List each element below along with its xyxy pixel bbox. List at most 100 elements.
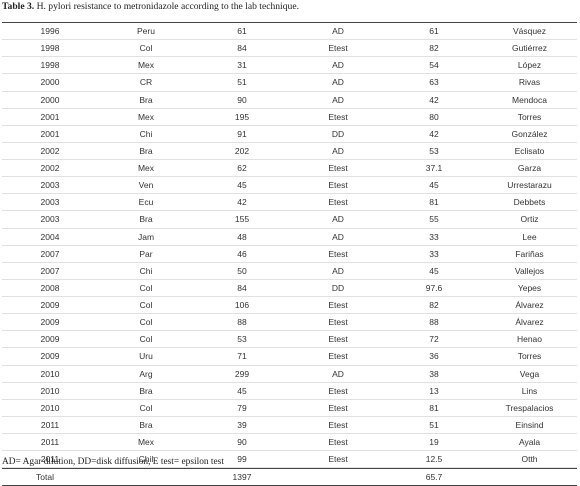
sample-size-cell: 53 [237,334,247,345]
country-cell: Ven [138,180,154,191]
sample-size-cell: 195 [234,111,250,122]
author-cell: Einsind [515,419,544,430]
country-cell: Col [139,334,153,345]
author-cell: Debbets [513,197,546,208]
country-cell: Jam [137,231,155,242]
technique-cell: AD [332,26,344,36]
table-row: 2010 Col 79 Etest 81 Trespalacios [2,400,577,417]
author-cell: Vallejos [514,265,545,276]
technique-cell: Etest [328,197,348,208]
year-cell: 2011 [40,454,60,465]
author-cell: Fariñas [515,248,544,259]
sample-size-cell: 39 [237,419,247,430]
sample-size-cell: 42 [237,197,247,208]
author-cell: Garza [517,163,542,173]
table-row: 2011 Bra 39 Etest 51 Einsind [2,417,577,434]
year-cell: 2001 [40,128,60,139]
resistance-cell: 45 [429,180,439,191]
sample-size-cell: 299 [234,368,250,379]
table-row: 2002 Bra 202 AD 53 Eclisato [2,143,577,160]
table-row: 1996 Peru 61 AD 61 Vásquez [2,23,577,41]
technique-cell: Etest [328,317,348,328]
year-cell: 2007 [40,265,60,276]
author-cell: Mendoca [512,94,547,105]
country-cell: Chi [139,128,153,139]
sample-size-cell: 202 [234,145,250,156]
technique-cell: AD [332,145,344,156]
technique-cell: AD [332,60,344,71]
country-cell: Mex [137,163,155,173]
year-cell: 2000 [40,94,60,105]
year-cell: 2003 [40,214,60,225]
year-cell: 2002 [40,145,60,156]
resistance-cell: 54 [429,60,439,71]
resistance-cell: 53 [429,145,439,156]
author-cell: Lins [521,385,538,396]
author-cell: Lee [522,231,537,242]
country-cell: Ecu [138,197,154,208]
table-row: 2009 Col 88 Etest 88 Álvarez [2,314,577,332]
total-count: 1397 [232,472,252,483]
author-cell: Ortiz [520,214,539,225]
resistance-cell: 51 [429,419,439,430]
year-cell: 2011 [40,419,60,430]
year-cell: 2002 [40,163,60,173]
technique-cell: AD [332,265,344,276]
sample-size-cell: 48 [237,231,247,242]
resistance-cell: 72 [429,334,439,345]
resistance-cell: 33 [429,231,439,242]
year-cell: 2009 [40,300,60,310]
table-row: 1998 Col 84 Etest 82 Gutiérrez [2,40,577,58]
author-cell: Henao [516,334,543,345]
year-cell: 2003 [40,197,60,208]
table-row: 2007 Par 46 Etest 33 Fariñas [2,246,577,263]
table-row: 2007 Chi 50 AD 45 Vallejos [2,263,577,280]
table-row: 2002 Mex 62 Etest 37.1 Garza [2,160,577,178]
country-cell: Col [139,300,153,310]
year-cell: 2010 [40,402,60,413]
resistance-cell: 80 [429,111,439,122]
country-cell: Peru [137,26,155,36]
year-cell: 2008 [40,282,60,293]
total-empty-cell [290,469,386,485]
technique-cell: Etest [328,43,348,54]
technique-cell: Etest [328,300,348,310]
total-label: Total [36,472,54,483]
table-row: 1998 Mex 31 AD 54 López [2,57,577,75]
resistance-cell: 81 [429,402,439,413]
technique-cell: Etest [328,454,348,465]
table-row: 2003 Bra 155 AD 55 Ortiz [2,211,577,229]
year-cell: 1998 [40,43,60,54]
technique-cell: Etest [328,351,348,362]
resistance-table: 1996 Peru 61 AD 61 Vásquez 1998 Col 84 Etest 82 Gut… [2,22,577,486]
sample-size-cell: 31 [237,60,247,71]
country-cell: Chil [138,454,154,465]
sample-size-cell: 90 [237,437,247,447]
year-cell: 2003 [40,180,60,191]
author-cell: Urrestarazu [507,180,552,191]
country-cell: Mex [137,437,155,447]
year-cell: 2010 [40,385,60,396]
technique-cell: AD [332,94,344,105]
country-cell: Col [139,317,153,328]
author-cell: Torres [517,351,542,362]
table-row: 2000 Bra 90 AD 42 Mendoca [2,92,577,109]
table-row: 2011 Chil 99 Etest 12.5 Otth [2,451,577,469]
table-caption-text: H. pylori resistance to metronidazole ac… [34,1,299,12]
resistance-cell: 81 [429,197,439,208]
total-row: Total 1397 65.7 [2,468,577,485]
sample-size-cell: 61 [237,26,247,36]
table-row: 2010 Bra 45 Etest 13 Lins [2,383,577,400]
total-empty-cell [98,469,194,485]
country-cell: Par [139,248,153,259]
country-cell: Chi [139,265,153,276]
year-cell: 1996 [40,26,60,36]
technique-cell: Etest [328,163,348,173]
author-cell: Torres [517,111,542,122]
year-cell: 2000 [40,77,60,88]
country-cell: Mex [137,111,155,122]
sample-size-cell: 62 [237,163,247,173]
table-row: 2008 Col 84 DD 97.6 Yepes [2,280,577,297]
sample-size-cell: 50 [237,265,247,276]
sample-size-cell: 106 [234,300,250,310]
